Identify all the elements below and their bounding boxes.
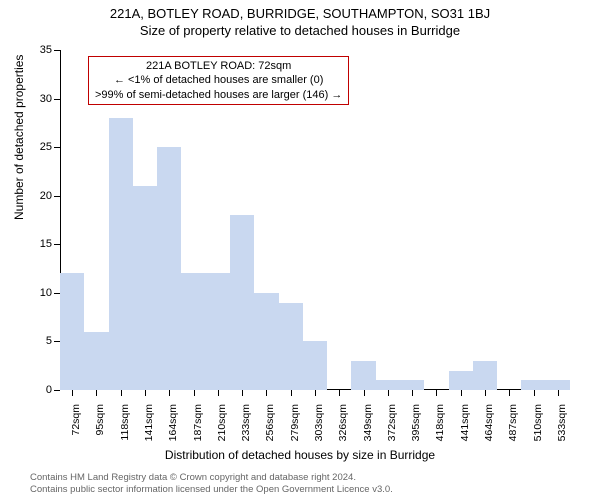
annotation-line3: >99% of semi-detached houses are larger … (95, 88, 342, 102)
bar (376, 380, 400, 390)
x-tick-label: 233sqm (240, 396, 252, 441)
bar (181, 273, 205, 390)
annotation-line2: ← <1% of detached houses are smaller (0) (95, 73, 342, 87)
annotation-box: 221A BOTLEY ROAD: 72sqm ← <1% of detache… (88, 56, 349, 105)
x-tick-label: 372sqm (386, 396, 398, 441)
x-tick-label: 395sqm (410, 396, 422, 441)
x-tick-label: 187sqm (192, 396, 204, 441)
y-tick-label: 20 (40, 190, 60, 202)
bar (279, 303, 303, 390)
x-tick-label: 533sqm (556, 396, 568, 441)
footer-line1: Contains HM Land Registry data © Crown c… (30, 472, 393, 484)
bar (303, 341, 327, 390)
x-tick-label: 349sqm (362, 396, 374, 441)
footer-attribution: Contains HM Land Registry data © Crown c… (30, 472, 393, 496)
bar (157, 147, 181, 390)
y-tick-label: 5 (46, 335, 60, 347)
x-tick-label: 303sqm (313, 396, 325, 441)
y-axis-label: Number of detached properties (12, 55, 26, 220)
x-tick-label: 164sqm (167, 396, 179, 441)
bar (254, 293, 278, 390)
x-tick-label: 487sqm (507, 396, 519, 441)
bar (84, 332, 108, 390)
chart-title-line1: 221A, BOTLEY ROAD, BURRIDGE, SOUTHAMPTON… (0, 0, 600, 21)
footer-line2: Contains public sector information licen… (30, 484, 393, 496)
x-tick-label: 510sqm (532, 396, 544, 441)
y-tick-label: 0 (46, 384, 60, 396)
y-tick-label: 30 (40, 93, 60, 105)
y-tick-label: 25 (40, 141, 60, 153)
bar (206, 273, 230, 390)
y-tick-label: 35 (40, 44, 60, 56)
y-tick-label: 10 (40, 287, 60, 299)
x-tick-label: 326sqm (337, 396, 349, 441)
x-tick-label: 72sqm (70, 396, 82, 436)
x-tick-label: 95sqm (94, 396, 106, 436)
bar (109, 118, 133, 390)
bar (133, 186, 157, 390)
bar (351, 361, 375, 390)
x-tick-label: 464sqm (483, 396, 495, 441)
x-tick-label: 118sqm (119, 396, 131, 441)
bar (230, 215, 254, 390)
plot-area: 05101520253035 72sqm95sqm118sqm141sqm164… (60, 50, 570, 390)
x-tick-label: 256sqm (264, 396, 276, 441)
bar (521, 380, 545, 390)
chart-container: 221A, BOTLEY ROAD, BURRIDGE, SOUTHAMPTON… (0, 0, 600, 500)
chart-title-line2: Size of property relative to detached ho… (0, 21, 600, 38)
bar (473, 361, 497, 390)
x-tick-label: 141sqm (143, 396, 155, 441)
annotation-line1: 221A BOTLEY ROAD: 72sqm (95, 59, 342, 73)
x-tick-label: 210sqm (216, 396, 228, 441)
x-tick-label: 279sqm (289, 396, 301, 441)
bar (449, 371, 473, 390)
bar (400, 380, 424, 390)
x-axis-label: Distribution of detached houses by size … (0, 448, 600, 462)
y-tick-label: 15 (40, 238, 60, 250)
bar (60, 273, 84, 390)
x-tick-label: 418sqm (434, 396, 446, 441)
bar (546, 380, 570, 390)
x-tick-label: 441sqm (459, 396, 471, 441)
